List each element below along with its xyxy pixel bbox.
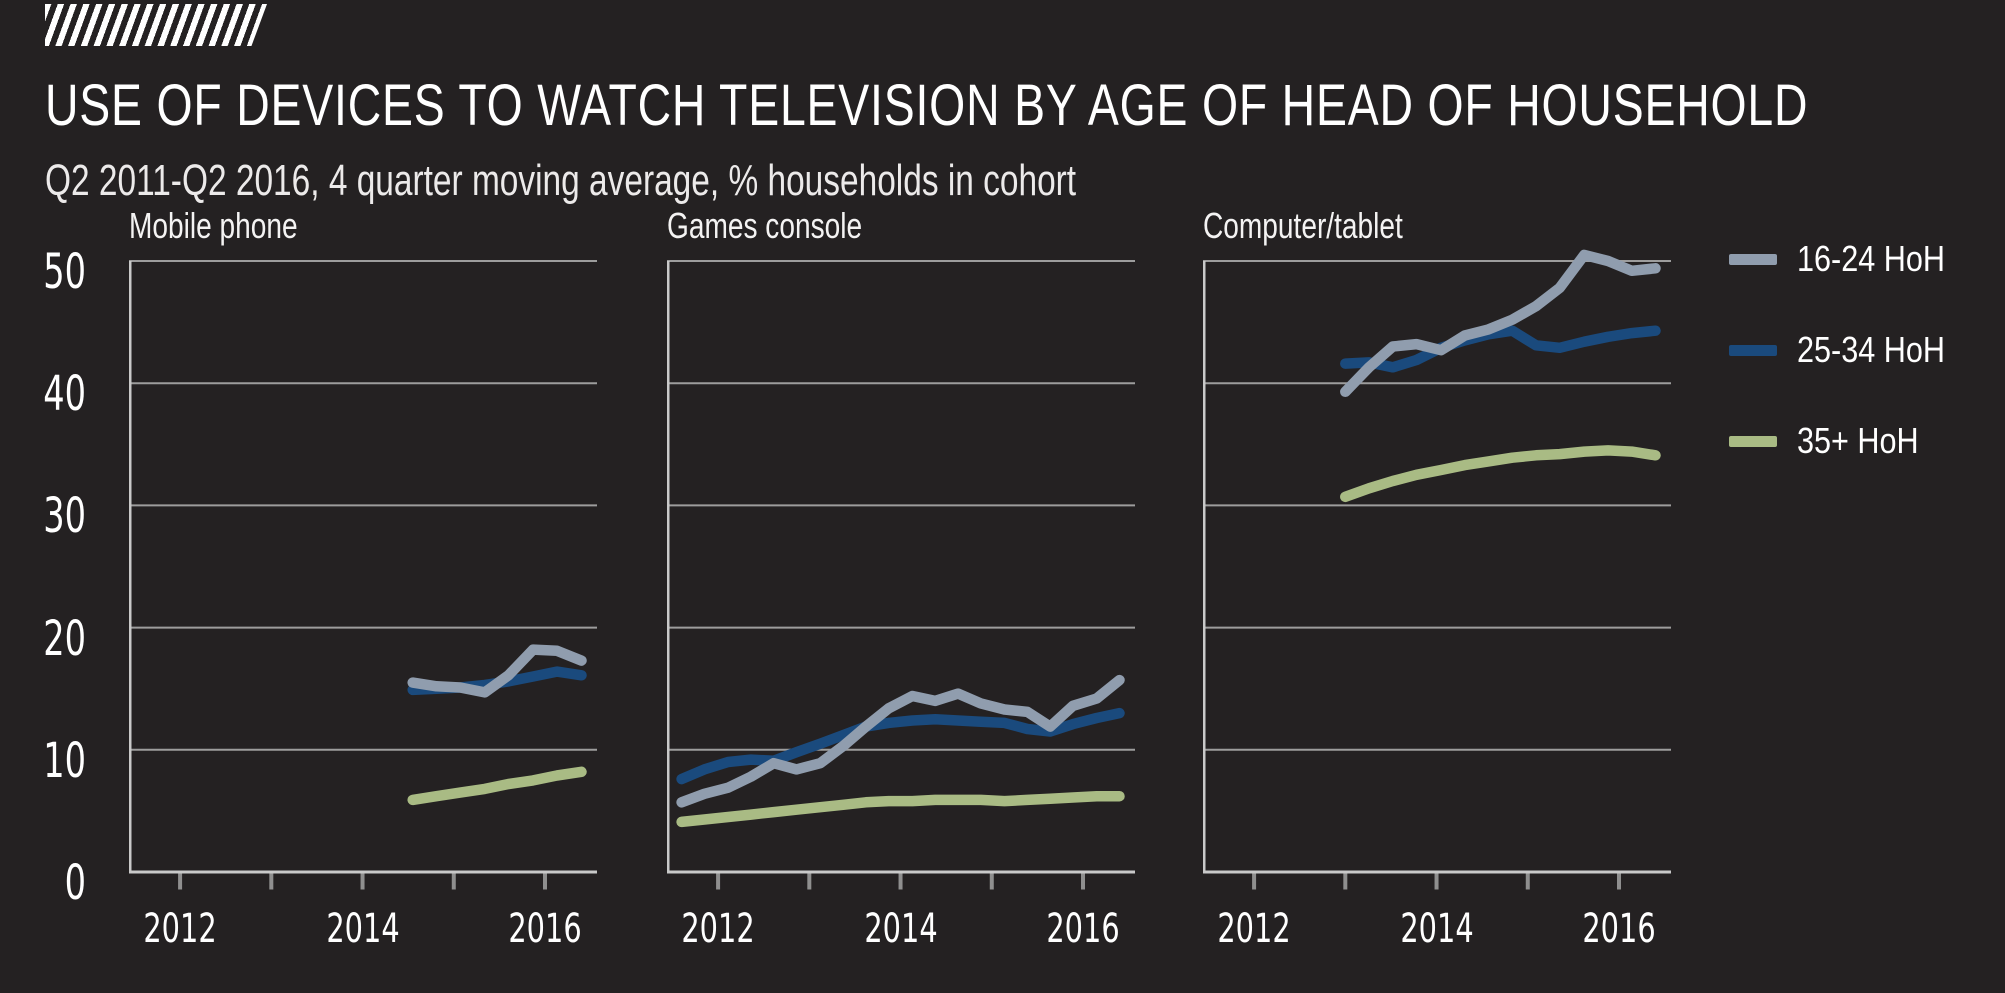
- x-axis-label-2016: 2016: [508, 906, 582, 952]
- y-axis-label-20: 20: [43, 611, 86, 667]
- mobile-phone-plot: [129, 260, 597, 890]
- legend-label-16-24: 16-24 HoH: [1797, 238, 1945, 279]
- computer-tablet-plot: [1203, 249, 1671, 890]
- y-axis-label-50: 50: [43, 244, 86, 300]
- page-subtitle: Q2 2011-Q2 2016, 4 quarter moving averag…: [45, 156, 1077, 205]
- x-axis-label-2012: 2012: [1217, 906, 1291, 952]
- y-axis-label-30: 30: [43, 488, 86, 544]
- x-axis-label-2012: 2012: [681, 906, 755, 952]
- legend-label-25-34: 25-34 HoH: [1797, 329, 1945, 370]
- x-axis-label-2016: 2016: [1582, 906, 1656, 952]
- x-axis-label-2016: 2016: [1046, 906, 1120, 952]
- legend-item-25-34: 25-34 HoH: [1729, 327, 1971, 373]
- x-axis-label-2012: 2012: [143, 906, 217, 952]
- legend-swatch-16-24: [1729, 253, 1777, 265]
- legend-item-16-24: 16-24 HoH: [1729, 236, 1971, 282]
- x-axis-label-2014: 2014: [864, 906, 938, 952]
- legend-swatch-35-plus: [1729, 435, 1777, 447]
- y-axis-label-40: 40: [43, 366, 86, 422]
- computer-tablet-panel: Computer/tablet 2012 2014 2016: [1203, 205, 1671, 993]
- y-axis-label-10: 10: [43, 733, 86, 789]
- x-axis-label-2014: 2014: [1400, 906, 1474, 952]
- legend-swatch-25-34: [1729, 344, 1777, 356]
- x-axis-label-2014: 2014: [326, 906, 400, 952]
- games-console-plot: [667, 260, 1135, 890]
- panel-title-games-console: Games console: [667, 205, 863, 246]
- panel-title-computer-tablet: Computer/tablet: [1203, 205, 1403, 246]
- legend-label-35-plus: 35+ HoH: [1797, 420, 1919, 461]
- hatch-logo: [45, 4, 267, 46]
- games-console-panel: Games console 2012 2014 2016: [667, 205, 1135, 993]
- mobile-phone-panel: Mobile phone 2012 2014 2016: [129, 205, 597, 993]
- y-axis-label-0: 0: [64, 855, 86, 911]
- panel-title-mobile-phone: Mobile phone: [129, 205, 298, 246]
- page-title: USE OF DEVICES TO WATCH TELEVISION BY AG…: [45, 73, 1809, 138]
- legend: 16-24 HoH 25-34 HoH 35+ HoH: [1729, 236, 1971, 509]
- legend-item-35-plus: 35+ HoH: [1729, 418, 1971, 464]
